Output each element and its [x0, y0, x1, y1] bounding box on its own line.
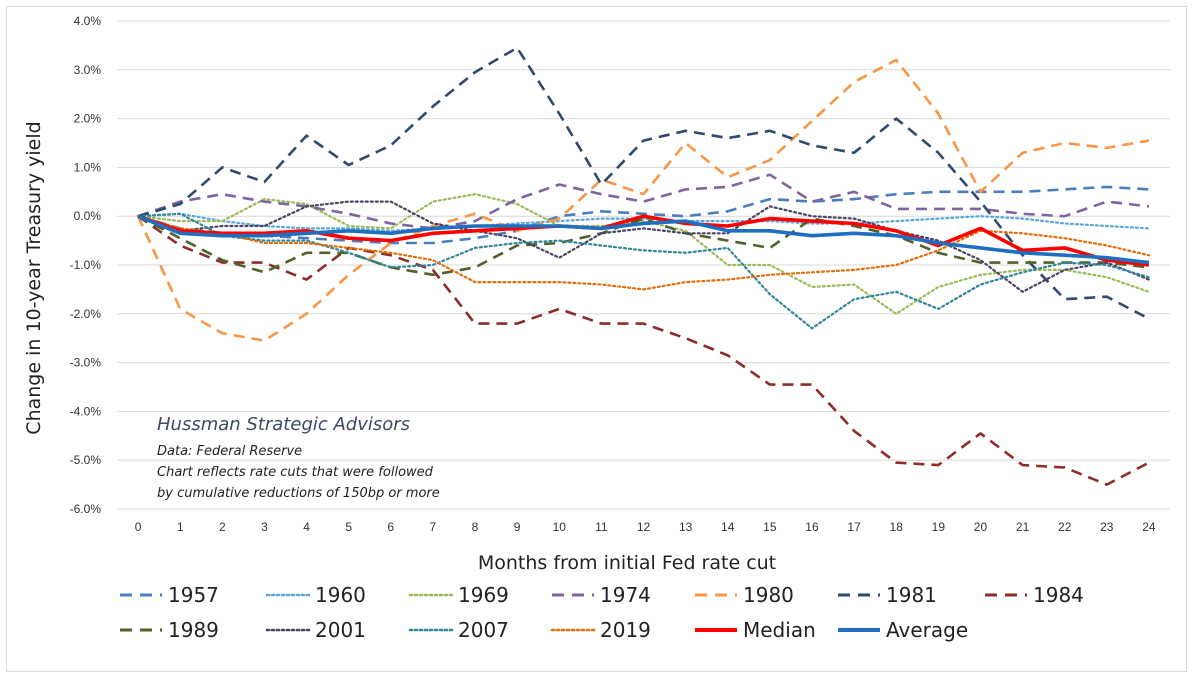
x-tick-label: 22 [1058, 520, 1072, 534]
y-axis-ticks: -6.0% -5.0% -4.0% -3.0% -2.0% -1.0% 0.0% 1.0% 2.… [70, 14, 102, 516]
x-tick-label: 13 [679, 520, 693, 534]
x-tick-label: 11 [595, 520, 608, 534]
x-tick-label: 19 [932, 520, 946, 534]
x-tick-label: 1 [177, 520, 184, 534]
legend-label: 1981 [886, 583, 937, 607]
x-tick-label: 17 [847, 520, 861, 534]
annotation-line: Data: Federal Reserve [157, 444, 302, 459]
series-line-2007 [137, 212, 1151, 330]
x-tick-label: 2 [219, 520, 226, 534]
legend-label: 1957 [168, 583, 219, 607]
x-tick-label: 20 [974, 520, 988, 534]
series-line-2019 [137, 215, 1151, 291]
series-line-2001 [137, 200, 1151, 293]
x-tick-label: 8 [472, 520, 479, 534]
y-axis-title: Change in 10-year Treasury yield [23, 121, 45, 434]
chart-frame [6, 6, 1187, 672]
y-tick-label: 1.0% [74, 160, 102, 174]
legend-label: 1974 [600, 583, 651, 607]
x-tick-label: 7 [430, 520, 437, 534]
x-tick-label: 5 [345, 520, 352, 534]
annotation-line: Chart reflects rate cuts that were follo… [157, 465, 434, 480]
x-tick-label: 18 [890, 520, 904, 534]
series-line-1981 [137, 46, 1150, 320]
y-tick-label: -4.0% [70, 404, 102, 418]
annotation-line: by cumulative reductions of 150bp or mor… [157, 486, 440, 501]
annotation: Hussman Strategic Advisors Data: Federal… [157, 414, 440, 501]
x-axis-ticks: 0 1 2 3 4 5 6 7 8 9 10 11 12 13 14 15 16 17 18 19 20 21 22 23 24 [135, 520, 1156, 534]
y-tick-label: 2.0% [74, 112, 102, 126]
x-tick-label: 3 [261, 520, 268, 534]
y-tick-label: 3.0% [74, 63, 102, 77]
series-line-1969 [137, 193, 1151, 315]
x-tick-label: 16 [805, 520, 819, 534]
x-tick-label: 14 [721, 520, 735, 534]
x-tick-label: 24 [1142, 520, 1156, 534]
x-tick-label: 21 [1016, 520, 1030, 534]
x-tick-label: 4 [303, 520, 310, 534]
legend-label: 2001 [315, 618, 366, 642]
series-lines [136, 46, 1151, 486]
legend-label: 1960 [315, 583, 366, 607]
legend-label: 1980 [743, 583, 794, 607]
legend: 1957 1960 1969 1974 1980 1981 1984 1989 2001 2007… [120, 583, 1084, 642]
y-tick-label: 4.0% [74, 14, 102, 28]
series-line-1984 [137, 215, 1150, 486]
x-tick-label: 6 [387, 520, 394, 534]
series-line-1960 [137, 212, 1151, 232]
y-tick-label: -1.0% [70, 258, 102, 272]
y-tick-label: -2.0% [70, 307, 102, 321]
x-tick-label: 10 [553, 520, 567, 534]
x-tick-label: 15 [763, 520, 777, 534]
legend-label: Median [743, 618, 816, 642]
x-tick-label: 23 [1100, 520, 1114, 534]
x-tick-label: 12 [637, 520, 651, 534]
gridlines [117, 20, 1170, 510]
legend-label: 1969 [458, 583, 509, 607]
x-tick-label: 9 [514, 520, 521, 534]
y-tick-label: -5.0% [70, 453, 102, 467]
legend-label: 1989 [168, 618, 219, 642]
y-tick-label: -3.0% [70, 356, 102, 370]
y-tick-label: -6.0% [70, 502, 102, 516]
legend-label: 2019 [600, 618, 651, 642]
annotation-title: Hussman Strategic Advisors [157, 414, 410, 435]
series-line-1989 [137, 215, 1150, 277]
x-axis-title: Months from initial Fed rate cut [478, 552, 776, 574]
legend-label: Average [886, 618, 968, 642]
series-line-median [137, 214, 1150, 267]
legend-label: 1984 [1033, 583, 1084, 607]
series-line-average [137, 214, 1150, 265]
y-tick-label: 0.0% [74, 209, 102, 223]
legend-label: 2007 [458, 618, 509, 642]
series-line-1980 [136, 58, 1150, 342]
x-tick-label: 0 [135, 520, 142, 534]
